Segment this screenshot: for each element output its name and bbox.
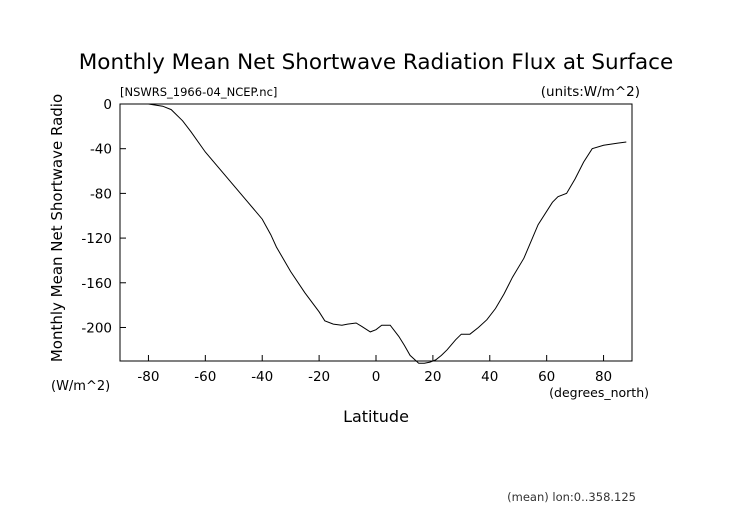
y-axis-label: Monthly Mean Net Shortwave Radio bbox=[48, 94, 66, 362]
y-tick-label: -120 bbox=[81, 231, 112, 247]
chart-subtitle-right: (units:W/m^2) bbox=[541, 84, 640, 100]
y-tick-label: -200 bbox=[81, 320, 112, 336]
plot-frame bbox=[119, 103, 633, 362]
x-tick-label: -40 bbox=[251, 369, 273, 385]
chart-title: Monthly Mean Net Shortwave Radiation Flu… bbox=[79, 50, 673, 75]
x-tick-label: -80 bbox=[137, 369, 159, 385]
x-tick-label: -20 bbox=[308, 369, 330, 385]
y-tick-label: -80 bbox=[90, 186, 112, 202]
x-axis: -80 -60 -40 -20 0 20 40 60 80 bbox=[137, 355, 612, 385]
y-axis: 0 -40 -80 -120 -160 -200 bbox=[81, 97, 126, 336]
y-tick-label: -40 bbox=[90, 142, 112, 158]
x-tick-label: 80 bbox=[595, 369, 612, 385]
x-tick-label: 60 bbox=[538, 369, 555, 385]
x-axis-units: (degrees_north) bbox=[549, 385, 649, 400]
x-tick-label: 40 bbox=[481, 369, 498, 385]
y-axis-units: (W/m^2) bbox=[51, 379, 110, 394]
series-line bbox=[120, 103, 627, 364]
x-tick-label: -60 bbox=[194, 369, 216, 385]
x-axis-label: Latitude bbox=[343, 407, 409, 426]
y-tick-label: 0 bbox=[103, 97, 112, 113]
footnote: (mean) lon:0..358.125 bbox=[507, 490, 636, 504]
y-tick-label: -160 bbox=[81, 276, 112, 292]
chart-subtitle-left: [NSWRS_1966-04_NCEP.nc] bbox=[120, 85, 277, 99]
x-tick-label: 0 bbox=[372, 369, 381, 385]
x-tick-label: 20 bbox=[424, 369, 441, 385]
